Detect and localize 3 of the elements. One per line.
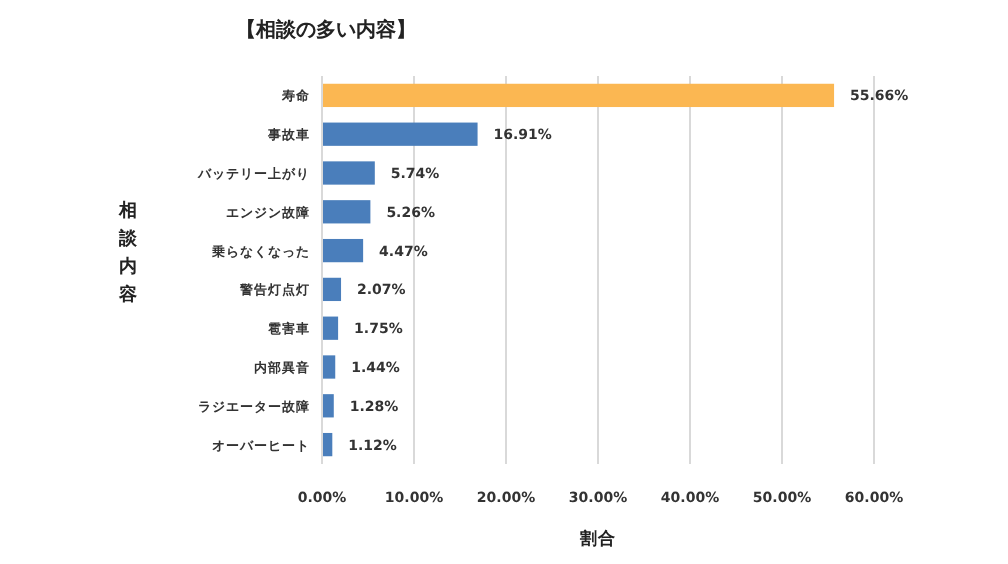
y-axis-title: 相談内容 (117, 200, 139, 306)
x-axis-title: 割合 (578, 528, 618, 550)
chart-title: 【相談の多い内容】 (236, 18, 416, 42)
